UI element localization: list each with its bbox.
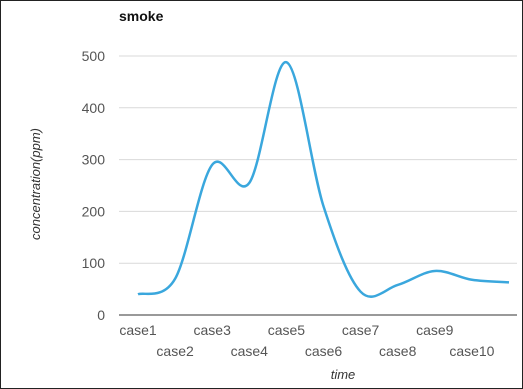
y-axis-title: concentration(ppm) <box>28 128 43 240</box>
y-tick-label: 500 <box>82 48 106 64</box>
y-tick-label: 0 <box>97 307 105 323</box>
y-tick-label: 300 <box>82 152 106 168</box>
chart-title: smoke <box>119 8 164 24</box>
x-tick-label: case2 <box>156 343 194 359</box>
x-tick-label: case4 <box>231 343 269 359</box>
x-tick-label: case9 <box>416 322 454 338</box>
y-tick-label: 400 <box>82 100 106 116</box>
x-tick-label: case5 <box>268 322 306 338</box>
x-tick-label: case10 <box>449 343 494 359</box>
y-tick-label: 200 <box>82 203 106 219</box>
series-line <box>137 60 510 298</box>
x-tick-label: case8 <box>379 343 417 359</box>
x-tick-label: case1 <box>119 322 157 338</box>
gridlines <box>119 55 517 316</box>
y-tick-label: 100 <box>82 255 106 271</box>
y-axis-ticks: 0 100 200 300 400 500 <box>82 48 106 323</box>
x-tick-label: case3 <box>194 322 232 338</box>
x-axis-title: time <box>331 367 356 382</box>
x-tick-label: case7 <box>342 322 380 338</box>
x-tick-label: case6 <box>305 343 343 359</box>
